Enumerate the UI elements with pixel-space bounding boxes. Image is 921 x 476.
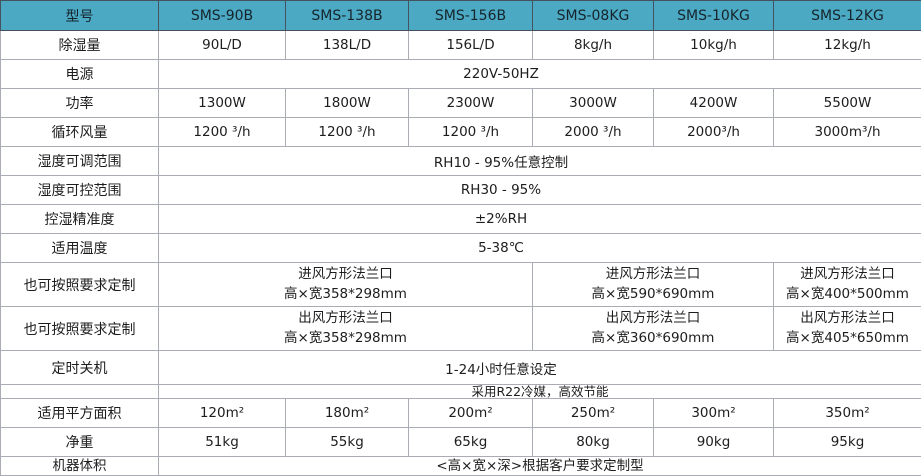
- cell-value: 250m²: [533, 399, 654, 428]
- cell-value: 3000m³/h: [774, 118, 921, 147]
- table-row-power-supply: 电源 220V-50HZ: [1, 60, 921, 89]
- cell-value: 90L/D: [159, 31, 286, 60]
- cell-value: 8kg/h: [533, 31, 654, 60]
- flange-size: 高×宽590*690mm: [535, 285, 771, 305]
- cell-value: 10kg/h: [654, 31, 774, 60]
- flange-size: 高×宽400*500mm: [776, 285, 919, 305]
- cell-value: 95kg: [774, 428, 921, 457]
- table-row-humidity-precision: 控湿精准度 ±2%RH: [1, 205, 921, 234]
- cell-value: 1300W: [159, 89, 286, 118]
- cell-value: 12kg/h: [774, 31, 921, 60]
- row-label: 湿度可控范围: [1, 176, 159, 205]
- cell-value: 350m²: [774, 399, 921, 428]
- row-label: 功率: [1, 89, 159, 118]
- cell-value: 138L/D: [286, 31, 409, 60]
- header-row: 型号 SMS-90B SMS-138B SMS-156B SMS-08KG SM…: [1, 1, 921, 31]
- merged-value: RH10 - 95%任意控制: [159, 147, 921, 176]
- row-label: 也可按照要求定制: [1, 307, 159, 351]
- flange-size: 高×宽405*650mm: [776, 329, 919, 349]
- merged-value: RH30 - 95%: [159, 176, 921, 205]
- flange-spec-cell: 出风方形法兰口 高×宽405*650mm: [774, 307, 921, 351]
- cell-value: 1200 ³/h: [409, 118, 533, 147]
- merged-value: 220V-50HZ: [159, 60, 921, 89]
- row-label: 除湿量: [1, 31, 159, 60]
- flange-type: 进风方形法兰口: [535, 265, 771, 285]
- cell-value: 80kg: [533, 428, 654, 457]
- cell-value: 1800W: [286, 89, 409, 118]
- row-label: 电源: [1, 60, 159, 89]
- row-label: 适用温度: [1, 234, 159, 263]
- header-model-cell: SMS-08KG: [533, 1, 654, 31]
- flange-spec-cell: 进风方形法兰口 高×宽590*690mm: [533, 263, 774, 307]
- cell-value: 2000 ³/h: [533, 118, 654, 147]
- flange-spec-cell: 出风方形法兰口 高×宽360*690mm: [533, 307, 774, 351]
- row-label: 循环风量: [1, 118, 159, 147]
- cell-value: 2300W: [409, 89, 533, 118]
- flange-size: 高×宽358*298mm: [161, 329, 530, 349]
- table-row-coverage-area: 适用平方面积 120m² 180m² 200m² 250m² 300m² 350…: [1, 399, 921, 428]
- table-row-timer-shutdown: 定时关机 1-24小时任意设定: [1, 351, 921, 385]
- flange-spec-cell: 进风方形法兰口 高×宽358*298mm: [159, 263, 533, 307]
- cell-value: 200m²: [409, 399, 533, 428]
- header-label-cell: 型号: [1, 1, 159, 31]
- cell-value: 3000W: [533, 89, 654, 118]
- cell-value: 55kg: [286, 428, 409, 457]
- table-row-dehumidify-capacity: 除湿量 90L/D 138L/D 156L/D 8kg/h 10kg/h 12k…: [1, 31, 921, 60]
- cell-value: 65kg: [409, 428, 533, 457]
- table-row-humidity-adjust-range: 湿度可调范围 RH10 - 95%任意控制: [1, 147, 921, 176]
- merged-value: <高×宽×深>根据客户要求定制型: [159, 457, 921, 476]
- flange-type: 进风方形法兰口: [776, 265, 919, 285]
- cell-value: 156L/D: [409, 31, 533, 60]
- table-row-humidity-control-range: 湿度可控范围 RH30 - 95%: [1, 176, 921, 205]
- table-row-operating-temperature: 适用温度 5-38℃: [1, 234, 921, 263]
- cell-value: 5500W: [774, 89, 921, 118]
- flange-size: 高×宽358*298mm: [161, 285, 530, 305]
- merged-value: 采用R22冷媒，高效节能: [159, 385, 921, 399]
- header-model-cell: SMS-12KG: [774, 1, 921, 31]
- row-label: 也可按照要求定制: [1, 263, 159, 307]
- cell-value: 180m²: [286, 399, 409, 428]
- header-model-cell: SMS-10KG: [654, 1, 774, 31]
- table-row-power: 功率 1300W 1800W 2300W 3000W 4200W 5500W: [1, 89, 921, 118]
- cell-value: 300m²: [654, 399, 774, 428]
- flange-type: 进风方形法兰口: [161, 265, 530, 285]
- header-model-cell: SMS-156B: [409, 1, 533, 31]
- flange-type: 出风方形法兰口: [161, 309, 530, 329]
- merged-value: 5-38℃: [159, 234, 921, 263]
- cell-value: 90kg: [654, 428, 774, 457]
- merged-value: ±2%RH: [159, 205, 921, 234]
- cell-value: 120m²: [159, 399, 286, 428]
- row-label: 湿度可调范围: [1, 147, 159, 176]
- table-row-machine-dimensions: 机器体积 <高×宽×深>根据客户要求定制型: [1, 457, 921, 476]
- flange-type: 出风方形法兰口: [776, 309, 919, 329]
- row-label: 定时关机: [1, 351, 159, 385]
- merged-value: 1-24小时任意设定: [159, 351, 921, 385]
- table-row-custom-inlet-flange: 也可按照要求定制 进风方形法兰口 高×宽358*298mm 进风方形法兰口 高×…: [1, 263, 921, 307]
- flange-type: 出风方形法兰口: [535, 309, 771, 329]
- table-row-custom-outlet-flange: 也可按照要求定制 出风方形法兰口 高×宽358*298mm 出风方形法兰口 高×…: [1, 307, 921, 351]
- flange-size: 高×宽360*690mm: [535, 329, 771, 349]
- header-model-cell: SMS-90B: [159, 1, 286, 31]
- cell-value: 4200W: [654, 89, 774, 118]
- cell-value: 51kg: [159, 428, 286, 457]
- table-row-refrigerant-note: 采用R22冷媒，高效节能: [1, 385, 921, 399]
- row-label: [1, 385, 159, 399]
- header-model-cell: SMS-138B: [286, 1, 409, 31]
- row-label: 机器体积: [1, 457, 159, 476]
- cell-value: 1200 ³/h: [159, 118, 286, 147]
- table-row-net-weight: 净重 51kg 55kg 65kg 80kg 90kg 95kg: [1, 428, 921, 457]
- cell-value: 2000³/h: [654, 118, 774, 147]
- table-row-air-circulation: 循环风量 1200 ³/h 1200 ³/h 1200 ³/h 2000 ³/h…: [1, 118, 921, 147]
- flange-spec-cell: 出风方形法兰口 高×宽358*298mm: [159, 307, 533, 351]
- cell-value: 1200 ³/h: [286, 118, 409, 147]
- row-label: 控湿精准度: [1, 205, 159, 234]
- row-label: 净重: [1, 428, 159, 457]
- row-label: 适用平方面积: [1, 399, 159, 428]
- flange-spec-cell: 进风方形法兰口 高×宽400*500mm: [774, 263, 921, 307]
